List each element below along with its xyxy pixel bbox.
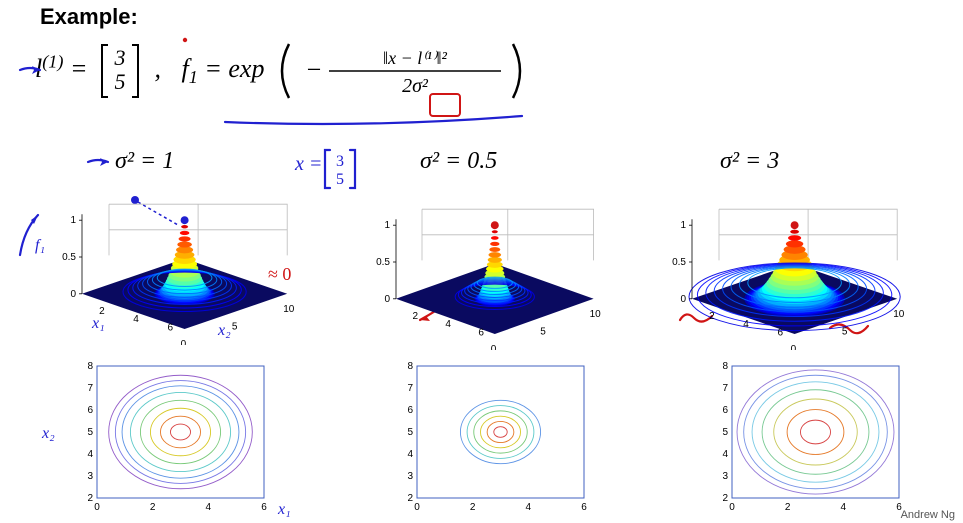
svg-text:2: 2 bbox=[470, 502, 476, 510]
svg-text:6: 6 bbox=[168, 322, 174, 333]
svg-text:6: 6 bbox=[722, 405, 728, 416]
svg-text:0: 0 bbox=[414, 502, 420, 510]
svg-text:8: 8 bbox=[722, 361, 728, 372]
contour-plot-3: 23456780246 bbox=[710, 360, 905, 510]
l-label: l(1) bbox=[35, 54, 63, 83]
vec-top: 3 bbox=[114, 45, 126, 70]
svg-text:0: 0 bbox=[491, 344, 497, 350]
svg-text:5: 5 bbox=[407, 427, 413, 438]
svg-text:‖x − l⁽¹⁾‖²: ‖x − l⁽¹⁾‖² bbox=[383, 48, 447, 68]
svg-text:7: 7 bbox=[407, 383, 413, 394]
svg-text:6: 6 bbox=[87, 405, 93, 416]
svg-text:0: 0 bbox=[791, 344, 797, 350]
svg-text:4: 4 bbox=[743, 319, 749, 330]
svg-text:4: 4 bbox=[87, 449, 93, 460]
svg-text:10: 10 bbox=[893, 309, 905, 320]
svg-text:f₁: f₁ bbox=[35, 237, 45, 254]
svg-text:2: 2 bbox=[709, 311, 715, 322]
equals: = bbox=[70, 54, 94, 83]
svg-text:10: 10 bbox=[590, 309, 602, 320]
svg-text:5: 5 bbox=[336, 171, 344, 188]
svg-text:5: 5 bbox=[842, 326, 848, 337]
svg-text:0.5: 0.5 bbox=[376, 257, 390, 268]
contour-plot-2: 23456780246 bbox=[395, 360, 590, 510]
svg-text:5: 5 bbox=[232, 321, 238, 332]
svg-text:x =: x = bbox=[294, 153, 322, 175]
svg-text:0: 0 bbox=[181, 339, 187, 345]
svg-text:5: 5 bbox=[722, 427, 728, 438]
svg-text:−: − bbox=[305, 55, 323, 84]
svg-text:1: 1 bbox=[70, 215, 76, 226]
sigma-2: σ² = 0.5 bbox=[420, 148, 497, 175]
svg-text:2σ²: 2σ² bbox=[402, 75, 429, 97]
svg-text:4: 4 bbox=[841, 502, 847, 510]
svg-text:0: 0 bbox=[680, 294, 686, 305]
svg-text:1: 1 bbox=[680, 220, 686, 231]
svg-text:0: 0 bbox=[384, 294, 390, 305]
svg-text:4: 4 bbox=[722, 449, 728, 460]
svg-text:3: 3 bbox=[336, 153, 344, 170]
vec-bot: 5 bbox=[115, 69, 126, 94]
svg-text:4: 4 bbox=[206, 502, 212, 510]
svg-text:2: 2 bbox=[99, 306, 105, 317]
svg-text:5: 5 bbox=[540, 326, 546, 337]
surface-plot-2: 0 0.5 1 2 4 6 0 5 10 bbox=[370, 190, 630, 350]
sigma-1: σ² = 1 bbox=[115, 148, 174, 175]
svg-text:0: 0 bbox=[729, 502, 735, 510]
svg-text:0: 0 bbox=[94, 502, 100, 510]
comma: , bbox=[155, 54, 162, 83]
svg-text:4: 4 bbox=[445, 319, 451, 330]
big-paren: − ‖x − l⁽¹⁾‖² 2σ² bbox=[271, 38, 531, 104]
svg-text:2: 2 bbox=[412, 311, 418, 322]
svg-text:6: 6 bbox=[261, 502, 267, 510]
svg-text:6: 6 bbox=[581, 502, 587, 510]
sigma-3: σ² = 3 bbox=[720, 148, 779, 175]
svg-text:3: 3 bbox=[722, 471, 728, 482]
exp: = exp bbox=[204, 54, 264, 83]
contour-plot-1: 23456780246 bbox=[75, 360, 270, 510]
svg-text:1: 1 bbox=[384, 220, 390, 231]
svg-text:2: 2 bbox=[785, 502, 791, 510]
svg-text:2: 2 bbox=[407, 493, 413, 504]
formula-row: l(1) = 3 5 , f1 = exp − bbox=[35, 38, 531, 104]
svg-text:8: 8 bbox=[407, 361, 413, 372]
f-label: f1 bbox=[182, 54, 198, 83]
vector-l: 3 5 bbox=[98, 41, 142, 101]
svg-text:0.5: 0.5 bbox=[672, 257, 686, 268]
svg-text:2: 2 bbox=[722, 493, 728, 504]
svg-text:x₁: x₁ bbox=[277, 501, 291, 518]
svg-text:6: 6 bbox=[778, 327, 784, 338]
surface-plot-3: 0 0.5 1 2 4 6 0 5 10 bbox=[665, 190, 935, 350]
svg-text:7: 7 bbox=[722, 383, 728, 394]
svg-text:0: 0 bbox=[70, 289, 76, 300]
svg-text:3: 3 bbox=[407, 471, 413, 482]
svg-text:x₂: x₂ bbox=[41, 425, 55, 442]
surface-plot-1: 0 0.5 1 2 4 6 0 5 10 bbox=[55, 185, 325, 345]
svg-text:2: 2 bbox=[150, 502, 156, 510]
svg-text:6: 6 bbox=[407, 405, 413, 416]
svg-text:2: 2 bbox=[87, 493, 93, 504]
svg-text:5: 5 bbox=[87, 427, 93, 438]
svg-text:4: 4 bbox=[526, 502, 532, 510]
svg-text:6: 6 bbox=[478, 327, 484, 338]
svg-text:4: 4 bbox=[133, 314, 139, 325]
example-heading: Example: bbox=[40, 4, 138, 30]
svg-text:7: 7 bbox=[87, 383, 93, 394]
signature: Andrew Ng bbox=[901, 509, 955, 521]
svg-text:3: 3 bbox=[87, 471, 93, 482]
svg-text:4: 4 bbox=[407, 449, 413, 460]
svg-text:0.5: 0.5 bbox=[62, 252, 76, 263]
svg-text:10: 10 bbox=[283, 304, 295, 315]
svg-text:8: 8 bbox=[87, 361, 93, 372]
